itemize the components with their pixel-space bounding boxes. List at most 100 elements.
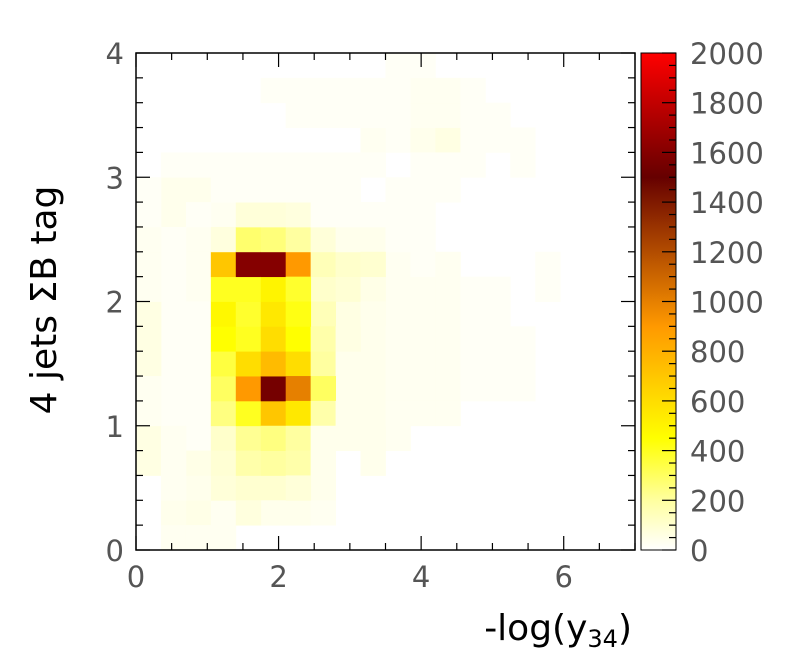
heatmap-cell <box>510 127 536 153</box>
heatmap-cell <box>310 450 336 476</box>
heatmap-cell <box>385 53 411 79</box>
heatmap-cell <box>260 251 287 278</box>
heatmap-cell <box>335 177 361 203</box>
y-tick-label: 1 <box>106 410 124 444</box>
heatmap-cell <box>210 525 237 551</box>
heatmap-cell <box>260 276 287 302</box>
heatmap-cell <box>385 202 411 228</box>
heatmap-cell <box>460 301 486 327</box>
heatmap-cell <box>335 152 361 178</box>
heatmap-cell <box>285 226 312 253</box>
heatmap-cell <box>360 77 386 104</box>
heatmap-cell <box>185 226 212 253</box>
heatmap-cell <box>435 177 461 203</box>
y-tick-label: 3 <box>106 161 124 195</box>
heatmap-cell <box>410 276 436 302</box>
heatmap-cell <box>136 425 162 451</box>
heatmap-cell <box>160 326 187 352</box>
heatmap-cell <box>185 450 212 476</box>
heatmap-cell <box>136 202 162 228</box>
heatmap-cell <box>210 301 237 327</box>
heatmap-cell <box>185 400 212 427</box>
heatmap-cell <box>335 202 361 228</box>
heatmap-cell <box>385 251 411 278</box>
heatmap-cell <box>335 351 361 377</box>
x-axis-title: -log(y34) <box>484 608 632 653</box>
heatmap-cell <box>260 475 287 501</box>
heatmap-cell <box>210 400 237 427</box>
heatmap-cell <box>260 202 287 228</box>
heatmap-cell <box>335 102 361 128</box>
heatmap-cell <box>335 326 361 352</box>
heatmap-cell <box>335 251 361 278</box>
heatmap-cell <box>235 177 262 203</box>
heatmap-cell <box>285 475 312 501</box>
heatmap-cell <box>260 376 287 402</box>
heatmap-cell <box>136 226 162 253</box>
x-tick-label: 4 <box>412 560 430 594</box>
heatmap-cell <box>136 276 162 302</box>
heatmap-cell <box>210 475 237 501</box>
heatmap-cell <box>160 251 187 278</box>
heatmap-cell <box>410 77 436 104</box>
heatmap-cell <box>385 177 411 203</box>
heatmap-cell <box>160 400 187 427</box>
heatmap-cell <box>310 177 336 203</box>
heatmap-cell <box>410 251 436 278</box>
heatmap-cell <box>160 177 187 203</box>
heatmap-cell <box>260 351 287 377</box>
heatmap-cell <box>235 152 262 178</box>
heatmap-cell <box>335 425 361 451</box>
heatmap-cell <box>360 400 386 427</box>
heatmap-cell <box>235 251 262 278</box>
heatmap-cell <box>360 425 386 451</box>
heatmap-cell <box>285 102 312 128</box>
heatmap-cell <box>160 351 187 377</box>
heatmap-cell <box>235 475 262 501</box>
y-tick-label: 4 <box>106 37 124 71</box>
heatmap-cell <box>136 450 162 476</box>
heatmap-cell <box>285 276 312 302</box>
heatmap-cell <box>410 53 436 79</box>
colorbar-tick-label: 0 <box>690 534 708 568</box>
heatmap-cell <box>485 301 511 327</box>
heatmap-cell <box>185 301 212 327</box>
heatmap-cell <box>235 326 262 352</box>
heatmap-cell <box>360 276 386 302</box>
heatmap-cell <box>435 102 461 128</box>
y-tick-labels: 0 1 2 3 4 <box>106 37 124 568</box>
heatmap-cell <box>310 500 336 526</box>
heatmap-cell <box>136 326 162 352</box>
heatmap-cell <box>185 152 212 178</box>
colorbar-tick-label: 600 <box>690 385 745 419</box>
heatmap-cell <box>360 102 386 128</box>
heatmap-cell <box>460 276 486 302</box>
heatmap-cell <box>460 351 486 377</box>
heatmap-cell <box>260 177 287 203</box>
y-tick-label: 0 <box>106 534 124 568</box>
heatmap-cell <box>285 450 312 476</box>
heatmap-cell <box>235 351 262 377</box>
heatmap-cell <box>385 326 411 352</box>
heatmap-cell <box>160 425 187 451</box>
heatmap-cell <box>360 251 386 278</box>
heatmap-cell <box>310 475 336 501</box>
heatmap-cell <box>136 376 162 402</box>
heatmap-cell <box>410 202 436 228</box>
heatmap-cell <box>410 152 436 178</box>
heatmap-cell <box>210 450 237 476</box>
x-tick-label: 2 <box>269 560 287 594</box>
heatmap-cell <box>460 127 486 153</box>
colorbar-tick-label: 400 <box>690 435 745 469</box>
heatmap-cell <box>285 351 312 377</box>
heatmap-cell <box>335 276 361 302</box>
heatmap-cell <box>310 226 336 253</box>
heatmap-cell <box>310 202 336 228</box>
heatmap-cell <box>310 102 336 128</box>
heatmap-cell <box>260 152 287 178</box>
heatmap-cell <box>185 425 212 451</box>
heatmap-cell <box>360 127 386 153</box>
heatmap-cell <box>435 251 461 278</box>
heatmap-cell <box>410 127 436 153</box>
